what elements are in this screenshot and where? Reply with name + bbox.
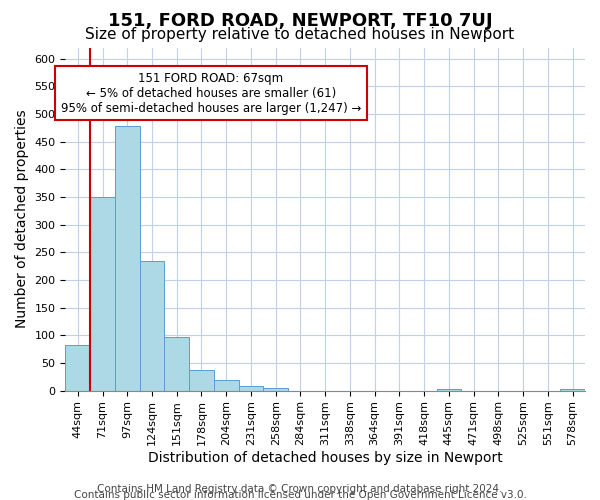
Bar [560, 389, 585, 390]
Bar [164, 337, 189, 390]
Bar [263, 388, 288, 390]
Bar [214, 380, 239, 390]
Text: 151 FORD ROAD: 67sqm
← 5% of detached houses are smaller (61)
95% of semi-detach: 151 FORD ROAD: 67sqm ← 5% of detached ho… [61, 72, 361, 114]
Bar [90, 197, 115, 390]
Y-axis label: Number of detached properties: Number of detached properties [15, 110, 29, 328]
Bar [189, 370, 214, 390]
X-axis label: Distribution of detached houses by size in Newport: Distribution of detached houses by size … [148, 451, 503, 465]
Bar [140, 260, 164, 390]
Bar [437, 389, 461, 390]
Text: 151, FORD ROAD, NEWPORT, TF10 7UJ: 151, FORD ROAD, NEWPORT, TF10 7UJ [107, 12, 493, 30]
Bar [115, 126, 140, 390]
Bar [239, 386, 263, 390]
Text: Contains HM Land Registry data © Crown copyright and database right 2024.: Contains HM Land Registry data © Crown c… [97, 484, 503, 494]
Text: Size of property relative to detached houses in Newport: Size of property relative to detached ho… [85, 28, 515, 42]
Bar [65, 344, 90, 391]
Text: Contains public sector information licensed under the Open Government Licence v3: Contains public sector information licen… [74, 490, 526, 500]
